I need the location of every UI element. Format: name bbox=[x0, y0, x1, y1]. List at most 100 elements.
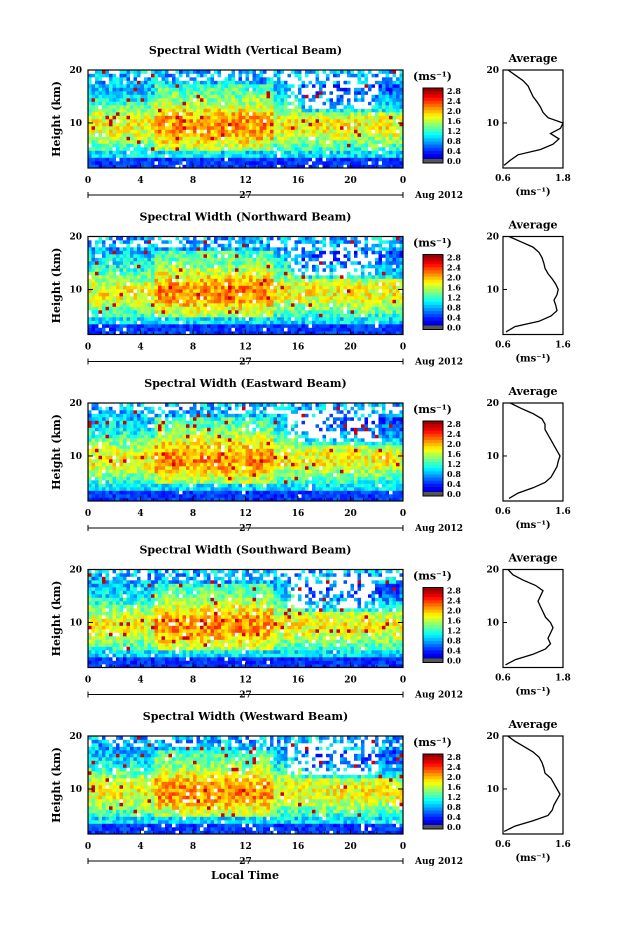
heatmap-cell bbox=[368, 285, 372, 290]
heatmap-cell bbox=[287, 282, 292, 286]
heatmap-cell bbox=[364, 296, 369, 300]
heatmap-cell bbox=[214, 70, 218, 74]
heatmap-cell bbox=[392, 275, 397, 279]
heatmap-cell bbox=[343, 282, 348, 286]
heatmap-cell bbox=[259, 108, 264, 113]
heatmap-cell bbox=[196, 115, 201, 120]
heatmap-cell bbox=[193, 154, 197, 158]
heatmap-cell bbox=[364, 317, 369, 321]
heatmap-cell bbox=[109, 303, 113, 307]
heatmap-cell bbox=[130, 133, 134, 137]
heatmap-cell bbox=[112, 154, 117, 158]
heatmap-cell bbox=[207, 292, 211, 297]
heatmap-cell bbox=[200, 292, 204, 297]
heatmap-cell bbox=[291, 105, 295, 109]
heatmap-cell bbox=[270, 282, 274, 286]
heatmap-cell bbox=[273, 73, 278, 78]
heatmap-cell bbox=[228, 317, 232, 321]
heatmap-cell bbox=[389, 133, 393, 137]
heatmap-cell bbox=[277, 70, 281, 74]
heatmap-cell bbox=[371, 98, 376, 102]
heatmap-cell bbox=[175, 164, 180, 169]
heatmap-cell bbox=[361, 289, 365, 293]
heatmap-cell bbox=[301, 268, 306, 272]
heatmap-cell bbox=[119, 240, 124, 244]
heatmap-cell bbox=[126, 320, 131, 325]
heatmap-cell bbox=[336, 101, 341, 106]
heatmap-cell bbox=[382, 331, 386, 335]
heatmap-cell bbox=[294, 268, 299, 272]
heatmap-cell bbox=[88, 317, 92, 321]
heatmap-cell bbox=[312, 292, 316, 297]
heatmap-cell bbox=[228, 324, 232, 328]
heatmap-cell bbox=[389, 254, 393, 258]
heatmap-cell bbox=[371, 250, 376, 255]
heatmap-cell bbox=[140, 320, 145, 325]
heatmap-cell bbox=[273, 164, 278, 169]
heatmap-cell bbox=[336, 77, 341, 81]
heatmap-cell bbox=[305, 87, 309, 92]
heatmap-cell bbox=[95, 157, 99, 162]
heatmap-cell bbox=[368, 77, 372, 81]
heatmap-cell bbox=[235, 164, 239, 169]
heatmap-cell bbox=[396, 250, 400, 255]
heatmap-cell bbox=[109, 150, 113, 155]
heatmap-cell bbox=[333, 331, 337, 335]
heatmap-cell bbox=[168, 320, 173, 325]
heatmap-cell bbox=[277, 275, 281, 279]
heatmap-cell bbox=[329, 108, 334, 113]
heatmap-cell bbox=[200, 87, 204, 92]
heatmap-cell bbox=[256, 164, 260, 169]
heatmap-cell bbox=[210, 310, 215, 314]
heatmap-cell bbox=[130, 126, 134, 130]
heatmap-cell bbox=[245, 243, 250, 248]
heatmap-cell bbox=[210, 327, 215, 332]
heatmap-cell bbox=[189, 247, 194, 251]
heatmap-cell bbox=[231, 320, 236, 325]
heatmap-cell bbox=[263, 261, 267, 265]
heatmap-cell bbox=[189, 278, 194, 283]
heatmap-cell bbox=[119, 91, 124, 95]
heatmap-cell bbox=[154, 257, 159, 262]
heatmap-cell bbox=[277, 154, 281, 158]
heatmap-cell bbox=[280, 129, 285, 134]
heatmap-cell bbox=[175, 108, 180, 113]
heatmap-cell bbox=[284, 261, 288, 265]
heatmap-cell bbox=[322, 108, 327, 113]
heatmap-cell bbox=[221, 303, 225, 307]
heatmap-cell bbox=[245, 292, 250, 297]
heatmap-cell bbox=[294, 324, 299, 328]
heatmap-cell bbox=[242, 278, 246, 283]
heatmap-cell bbox=[392, 108, 397, 113]
heatmap-cell bbox=[322, 299, 327, 304]
heatmap-cell bbox=[158, 292, 162, 297]
heatmap-cell bbox=[291, 136, 295, 141]
heatmap-cell bbox=[203, 320, 208, 325]
colorbar-band bbox=[423, 156, 443, 161]
heatmap-cell bbox=[308, 282, 313, 286]
heatmap-cell bbox=[186, 285, 190, 290]
heatmap-cell bbox=[221, 282, 225, 286]
heatmap-cell bbox=[133, 133, 138, 137]
heatmap-cell bbox=[277, 324, 281, 328]
heatmap-cell bbox=[130, 250, 134, 255]
heatmap-cell bbox=[116, 264, 120, 269]
heatmap-cell bbox=[140, 310, 145, 314]
heatmap-cell bbox=[238, 161, 243, 165]
heatmap-cell bbox=[280, 271, 285, 276]
heatmap-cell bbox=[221, 296, 225, 300]
heatmap-cell bbox=[161, 70, 166, 74]
heatmap-cell bbox=[242, 87, 246, 92]
heatmap-cell bbox=[98, 310, 103, 314]
heatmap-cell bbox=[210, 292, 215, 297]
heatmap-cell bbox=[399, 331, 404, 335]
heatmap-cell bbox=[161, 154, 166, 158]
heatmap-cell bbox=[312, 136, 316, 141]
heatmap-cell bbox=[130, 105, 134, 109]
heatmap-cell bbox=[364, 247, 369, 251]
heatmap-cell bbox=[371, 296, 376, 300]
heatmap-cell bbox=[252, 254, 257, 258]
heatmap-cell bbox=[256, 150, 260, 155]
heatmap-cell bbox=[161, 73, 166, 78]
heatmap-cell bbox=[322, 94, 327, 99]
